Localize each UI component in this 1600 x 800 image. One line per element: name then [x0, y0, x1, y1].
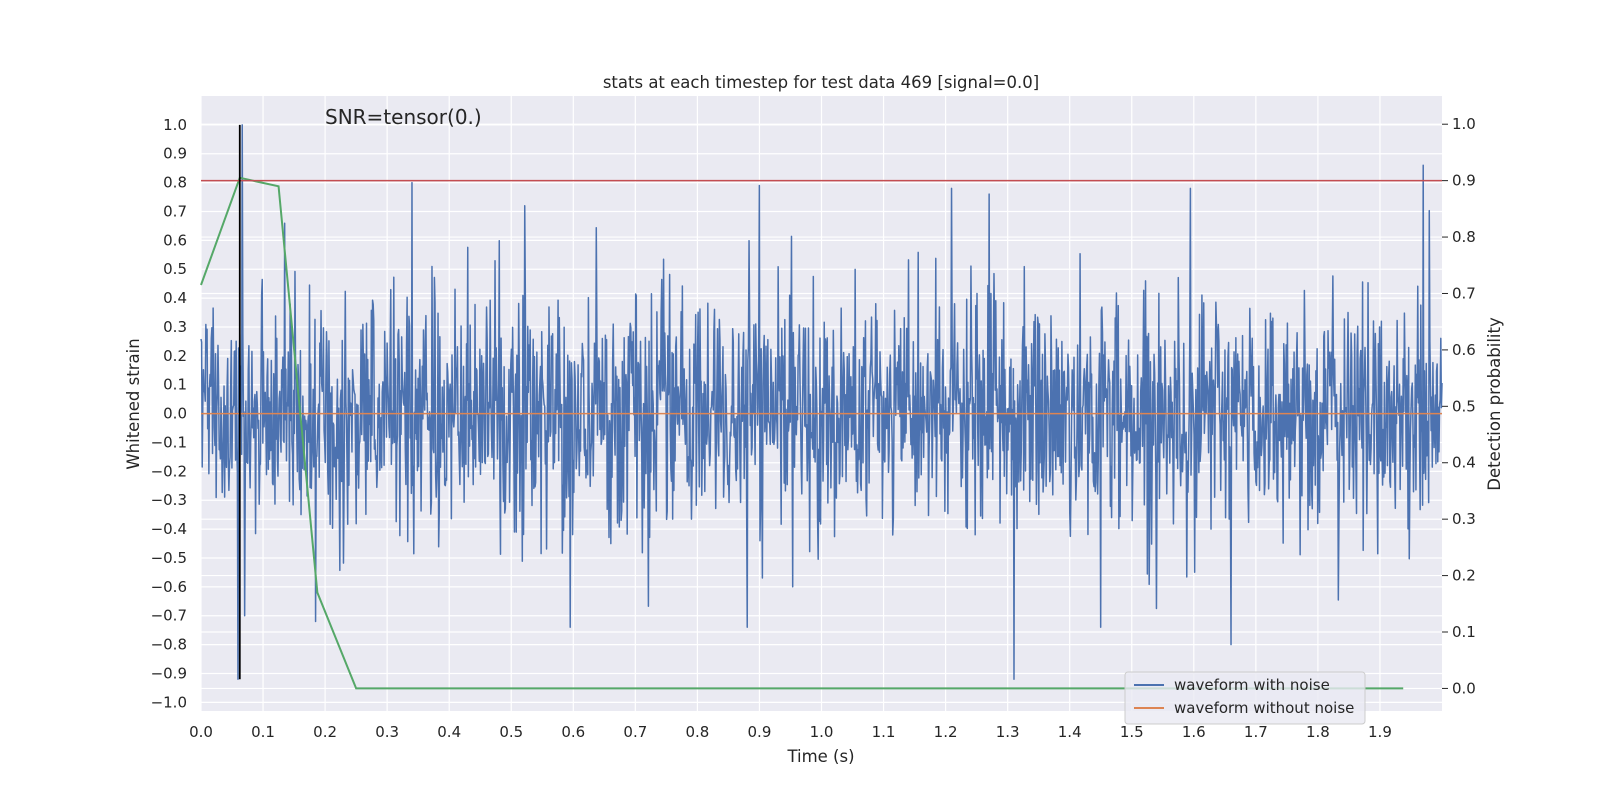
y-tick-label: 0.5	[163, 260, 187, 278]
y-right-tick-label: 1.0	[1452, 115, 1476, 133]
overlays	[201, 124, 1442, 680]
y-tick-label: 0.4	[163, 289, 187, 307]
x-tick-label: 1.4	[1058, 723, 1082, 741]
y-tick-label: −1.0	[151, 693, 187, 711]
y-right-tick-label: 0.7	[1452, 284, 1476, 302]
y-right-tick-label: 0.8	[1452, 228, 1476, 246]
y-tick-label: 1.0	[163, 116, 187, 134]
y-tick-label: −0.5	[151, 549, 187, 567]
y-tick-label: 0.9	[163, 145, 187, 163]
y-tick-label: 0.3	[163, 318, 187, 336]
y-tick-label: −0.9	[151, 664, 187, 682]
series-waveform-with-noise	[200, 124, 1443, 680]
y-tick-label: −0.4	[151, 520, 187, 538]
x-tick-label: 1.6	[1182, 723, 1206, 741]
x-tick-label: 0.2	[313, 723, 337, 741]
y-right-tick-label: 0.5	[1452, 397, 1476, 415]
legend-label-noise: waveform with noise	[1174, 676, 1330, 694]
y-tick-label: −0.7	[151, 607, 187, 625]
y-axis-right-title: Detection probability	[1485, 317, 1504, 491]
y-tick-label: 0.6	[163, 231, 187, 249]
snr-annotation: SNR=tensor(0.)	[325, 105, 482, 129]
noise-line	[200, 124, 1443, 680]
x-tick-label: 1.1	[872, 723, 896, 741]
x-tick-label: 0.8	[685, 723, 709, 741]
y-tick-label: −0.1	[151, 433, 187, 451]
y-right-tick-label: 0.6	[1452, 341, 1476, 359]
x-tick-label: 0.4	[437, 723, 461, 741]
y-right-tick-label: 0.0	[1452, 679, 1476, 697]
y-tick-label: 0.8	[163, 174, 187, 192]
legend: waveform with noise waveform without noi…	[1124, 671, 1366, 725]
x-tick-label: 0.0	[189, 723, 213, 741]
x-tick-label: 0.1	[251, 723, 275, 741]
y-right-tick-label: 0.9	[1452, 172, 1476, 190]
ticks: 0.0 0.1 0.2 0.3 0.4 0.5 0.6 0.7 0.8 0.9 1.0 1.1 1.2 1…	[151, 115, 1476, 741]
y-tick-label: 0.7	[163, 202, 187, 220]
y-tick-label: 0.2	[163, 347, 187, 365]
x-tick-label: 1.9	[1368, 723, 1392, 741]
y-right-tick-label: 0.2	[1452, 567, 1476, 585]
x-tick-label: 1.2	[934, 723, 958, 741]
y-right-tick-label: 0.1	[1452, 623, 1476, 641]
y-tick-label: −0.8	[151, 636, 187, 654]
x-tick-label: 1.0	[810, 723, 834, 741]
x-tick-label: 0.7	[623, 723, 647, 741]
y-tick-label: 0.0	[163, 405, 187, 423]
y-axis-title: Whitened strain	[124, 338, 143, 469]
x-tick-label: 0.9	[748, 723, 772, 741]
y-tick-label: −0.3	[151, 491, 187, 509]
x-tick-label: 0.3	[375, 723, 399, 741]
y-tick-label: −0.6	[151, 578, 187, 596]
x-axis-title: Time (s)	[786, 747, 854, 766]
y-tick-label: 0.1	[163, 376, 187, 394]
y-right-tick-label: 0.4	[1452, 454, 1476, 472]
y-right-tick-label: 0.3	[1452, 510, 1476, 528]
legend-label-clean: waveform without noise	[1174, 699, 1354, 717]
x-tick-label: 1.3	[996, 723, 1020, 741]
x-tick-label: 0.6	[561, 723, 585, 741]
x-tick-label: 1.7	[1244, 723, 1268, 741]
legend-box	[1124, 671, 1366, 725]
x-tick-label: 0.5	[499, 723, 523, 741]
x-tick-label: 1.8	[1306, 723, 1330, 741]
x-tick-label: 1.5	[1120, 723, 1144, 741]
y-tick-label: −0.2	[151, 462, 187, 480]
chart-title: stats at each timestep for test data 469…	[603, 73, 1039, 92]
